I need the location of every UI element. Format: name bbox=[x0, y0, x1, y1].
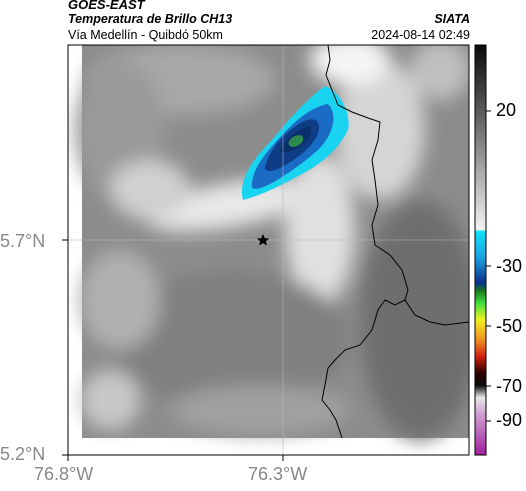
star-icon bbox=[256, 234, 270, 246]
colorbar-tick-minus50: -50 bbox=[496, 316, 523, 336]
cold-cloud-top bbox=[241, 86, 349, 200]
lat-label-2: 5.2°N bbox=[0, 444, 46, 464]
colorbar-tick-minus70: -70 bbox=[496, 376, 523, 396]
grid-lines bbox=[68, 45, 469, 455]
satellite-title: GOES-EAST bbox=[68, 0, 145, 12]
datetime-label: 2024-08-14 02:49 bbox=[371, 28, 470, 42]
lon-label-1: 76.8°W bbox=[34, 464, 94, 484]
colorbar-tick-minus30: -30 bbox=[496, 256, 523, 276]
source-label: SIATA bbox=[434, 12, 470, 26]
product-title: Temperatura de Brillo CH13 bbox=[68, 12, 233, 26]
region-subtitle: Vía Medellín - Quibdó 50km bbox=[68, 28, 223, 42]
colorbar-tick-minus90: -90 bbox=[496, 410, 523, 430]
colorbar-scale bbox=[474, 44, 487, 456]
lon-label-2: 76.3°W bbox=[248, 464, 308, 484]
colorbar-tick-20: 20 bbox=[496, 100, 517, 120]
lat-label-1: 5.7°N bbox=[0, 231, 46, 251]
city-marker bbox=[256, 234, 270, 246]
country-border bbox=[321, 45, 469, 439]
brightness-temperature-field bbox=[68, 45, 469, 455]
plot-frame bbox=[67, 44, 470, 456]
